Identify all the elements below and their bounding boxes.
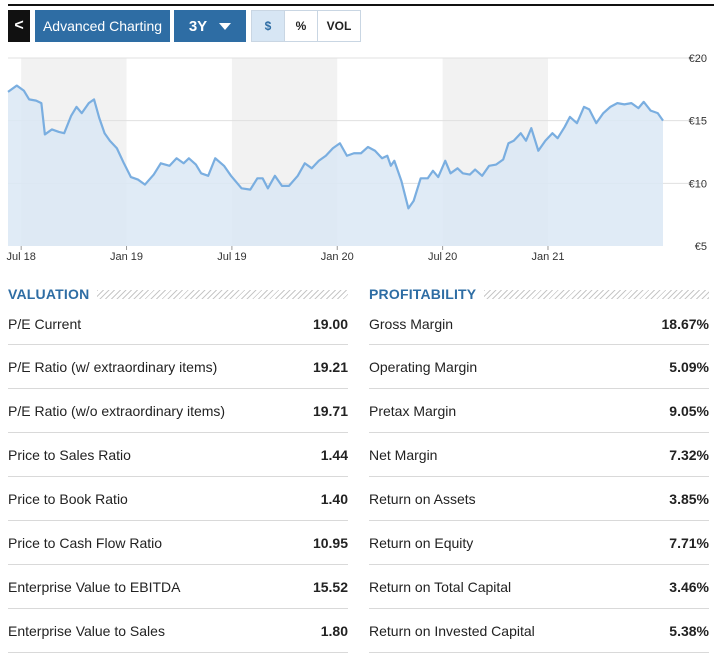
- y-tick-label: €15: [689, 116, 707, 128]
- x-tick-label: Jan 21: [531, 251, 564, 263]
- row-value: 19.21: [312, 358, 348, 375]
- price-chart[interactable]: €20 €15 €10 €5 Jul 18 Jan 19 Jul 19 Jan 20 Jul 2…: [0, 50, 720, 265]
- row-label: Return on Assets: [369, 490, 476, 507]
- profitability-section: PROFITABILITY Gross Margin 18.67% Operatin…: [369, 284, 709, 653]
- x-tick-label: Jul 20: [428, 251, 457, 263]
- profitability-title: PROFITABILITY: [369, 286, 477, 302]
- row-value: 19.00: [312, 316, 348, 332]
- row-value: 19.71: [312, 402, 348, 419]
- row-label: P/E Current: [8, 316, 82, 332]
- row-label: Enterprise Value to Sales: [8, 622, 165, 639]
- profitability-table: Gross Margin 18.67% Operating Margin 5.09% P…: [369, 304, 709, 653]
- mode-volume-button[interactable]: VOL: [318, 11, 360, 41]
- x-tick-label: Jan 20: [321, 251, 354, 263]
- price-area: [8, 85, 663, 246]
- table-row: Gross Margin 18.67%: [369, 304, 709, 345]
- table-row: Operating Margin 5.09%: [369, 345, 709, 389]
- row-label: Return on Equity: [369, 534, 474, 551]
- row-label: Price to Book Ratio: [8, 490, 128, 507]
- row-label: Price to Cash Flow Ratio: [8, 534, 163, 551]
- price-line: [7, 84, 664, 210]
- table-row: Net Margin 7.32%: [369, 433, 709, 477]
- table-row: Return on Assets 3.85%: [369, 477, 709, 521]
- profitability-header: PROFITABILITY: [369, 284, 709, 304]
- row-label: Net Margin: [369, 446, 438, 463]
- table-row: P/E Current 19.00: [8, 304, 348, 345]
- header-hatch: [97, 289, 348, 299]
- x-tick-label: Jan 19: [110, 251, 143, 263]
- row-label: P/E Ratio (w/o extraordinary items): [8, 402, 226, 419]
- y-tick-label: €20: [689, 53, 707, 65]
- mode-dollar-button[interactable]: $: [252, 11, 285, 41]
- valuation-section: VALUATION P/E Current 19.00 P/E Ratio (w/ …: [8, 284, 348, 653]
- row-value: 3.46%: [669, 578, 709, 595]
- chart-mode-toggle: $ % VOL: [251, 10, 361, 42]
- row-label: Return on Invested Capital: [369, 622, 535, 639]
- mode-percent-button[interactable]: %: [285, 11, 318, 41]
- valuation-title: VALUATION: [8, 286, 90, 302]
- row-value: 5.38%: [669, 622, 709, 639]
- row-value: 3.85%: [669, 490, 709, 507]
- row-value: 5.09%: [669, 358, 709, 375]
- row-label: P/E Ratio (w/ extraordinary items): [8, 358, 218, 375]
- header-hatch: [484, 289, 709, 299]
- y-tick-label: €5: [695, 241, 707, 253]
- table-row: P/E Ratio (w/o extraordinary items) 19.71: [8, 389, 348, 433]
- range-dropdown[interactable]: 3Y: [174, 10, 246, 42]
- valuation-header: VALUATION: [8, 284, 348, 304]
- valuation-table: P/E Current 19.00 P/E Ratio (w/ extraordin…: [8, 304, 348, 653]
- x-tick-label: Jul 18: [6, 251, 35, 263]
- row-label: Return on Total Capital: [369, 578, 512, 595]
- table-row: Price to Cash Flow Ratio 10.95: [8, 521, 348, 565]
- table-row: Price to Book Ratio 1.40: [8, 477, 348, 521]
- table-row: Return on Equity 7.71%: [369, 521, 709, 565]
- top-rule: [8, 4, 714, 6]
- table-row: Enterprise Value to Sales 1.80: [8, 609, 348, 653]
- table-row: Return on Total Capital 3.46%: [369, 565, 709, 609]
- caret-down-icon: [219, 22, 232, 30]
- y-tick-label: €10: [689, 178, 707, 190]
- row-value: 1.80: [320, 622, 348, 639]
- row-value: 7.32%: [669, 446, 709, 463]
- row-value: 1.40: [320, 490, 348, 507]
- row-label: Gross Margin: [369, 316, 454, 332]
- row-value: 9.05%: [669, 402, 709, 419]
- row-label: Price to Sales Ratio: [8, 446, 131, 463]
- chart-toolbar: < Advanced Charting 3Y $ % VOL: [8, 10, 361, 42]
- range-label: 3Y: [188, 17, 208, 35]
- advanced-charting-button[interactable]: Advanced Charting: [35, 10, 170, 42]
- row-label: Pretax Margin: [369, 402, 457, 419]
- table-row: Price to Sales Ratio 1.44: [8, 433, 348, 477]
- row-label: Operating Margin: [369, 358, 478, 375]
- row-value: 18.67%: [661, 316, 709, 332]
- table-row: Enterprise Value to EBITDA 15.52: [8, 565, 348, 609]
- back-button[interactable]: <: [8, 10, 30, 42]
- row-value: 15.52: [312, 578, 348, 595]
- table-row: Return on Invested Capital 5.38%: [369, 609, 709, 653]
- row-value: 1.44: [320, 446, 348, 463]
- chart-svg: €20 €15 €10 €5 Jul 18 Jan 19 Jul 19 Jan 20 Jul 2…: [6, 53, 707, 263]
- x-tick-label: Jul 19: [217, 251, 246, 263]
- row-value: 10.95: [312, 534, 348, 551]
- chevron-left-icon: <: [14, 17, 24, 34]
- row-value: 7.71%: [669, 534, 709, 551]
- table-row: P/E Ratio (w/ extraordinary items) 19.21: [8, 345, 348, 389]
- table-row: Pretax Margin 9.05%: [369, 389, 709, 433]
- row-label: Enterprise Value to EBITDA: [8, 578, 181, 595]
